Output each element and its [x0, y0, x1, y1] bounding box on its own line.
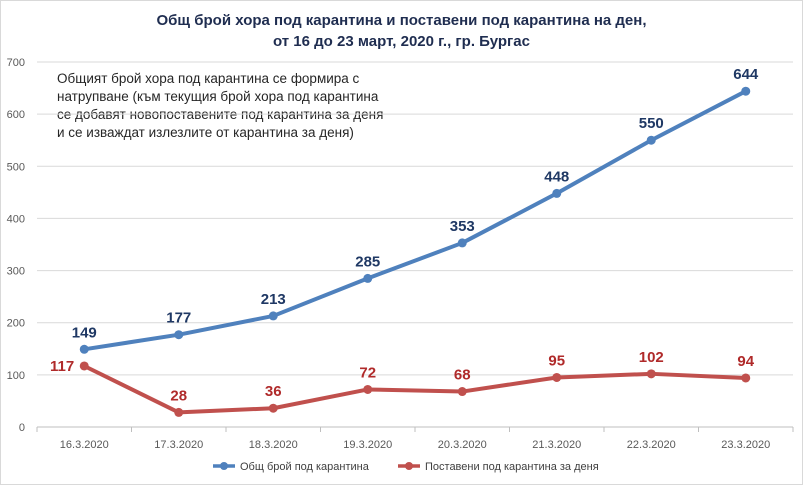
data-point: [268, 403, 278, 413]
chart-title-line2: от 16 до 23 март, 2020 г., гр. Бургас: [273, 33, 530, 50]
data-point: [174, 330, 184, 340]
series-line-2: [82, 363, 748, 415]
x-tick-label: 16.3.2020: [60, 439, 109, 451]
data-point: [457, 238, 467, 248]
data-label: 285: [355, 253, 380, 270]
data-point: [174, 407, 184, 417]
data-label: 177: [166, 310, 191, 327]
legend-label-1: Общ брой под карантина: [240, 461, 370, 473]
series-line-1: [82, 89, 748, 352]
y-tick-label: 100: [7, 370, 25, 382]
data-label: 68: [454, 367, 471, 384]
y-tick-label: 500: [7, 161, 25, 173]
data-label: 550: [639, 115, 664, 132]
data-point: [457, 387, 467, 397]
data-label: 72: [359, 364, 376, 381]
y-tick-label: 0: [19, 422, 25, 434]
x-tick-label: 17.3.2020: [154, 439, 203, 451]
y-tick-label: 200: [7, 318, 25, 330]
data-point: [646, 135, 656, 145]
data-point: [79, 361, 89, 371]
data-point: [363, 384, 373, 394]
chart-title-line1: Общ брой хора под карантина и поставени …: [156, 12, 647, 29]
data-label: 353: [450, 218, 475, 235]
legend-marker-1: [220, 462, 228, 470]
y-tick-label: 400: [7, 213, 25, 225]
data-point: [741, 86, 751, 96]
data-point: [552, 372, 562, 382]
data-label: 448: [544, 168, 569, 185]
chart-title: Общ брой хора под карантина и поставени …: [0, 10, 803, 52]
x-tick-label: 20.3.2020: [438, 439, 487, 451]
y-tick-label: 300: [7, 266, 25, 278]
data-label: 149: [72, 324, 97, 341]
data-point: [741, 373, 751, 383]
data-label: 28: [170, 387, 187, 404]
data-point: [646, 369, 656, 379]
y-tick-label: 700: [7, 57, 25, 69]
x-tick-label: 23.3.2020: [721, 439, 770, 451]
data-point: [363, 273, 373, 283]
legend-marker-2: [405, 462, 413, 470]
data-label: 644: [733, 66, 759, 83]
data-label: 95: [548, 352, 565, 369]
data-point: [79, 344, 89, 354]
data-label: 94: [737, 353, 754, 370]
data-point: [552, 188, 562, 198]
data-label: 36: [265, 383, 282, 400]
x-tick-label: 21.3.2020: [532, 439, 581, 451]
data-label: 102: [639, 349, 664, 366]
data-point: [268, 311, 278, 321]
x-tick-label: 19.3.2020: [343, 439, 392, 451]
x-tick-label: 22.3.2020: [627, 439, 676, 451]
data-label: 117: [50, 358, 74, 375]
legend-label-2: Поставени под карантина за деня: [425, 461, 599, 473]
y-tick-label: 600: [7, 109, 25, 121]
data-label: 213: [261, 291, 286, 308]
x-tick-label: 18.3.2020: [249, 439, 298, 451]
